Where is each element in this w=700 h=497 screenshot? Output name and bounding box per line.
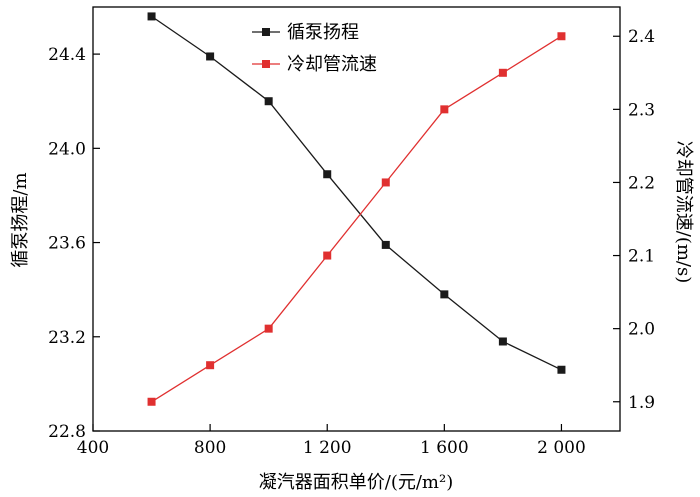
x-tick-label: 400 — [77, 438, 109, 458]
data-point-flow-velocity — [557, 32, 566, 41]
legend-marker-pump-head — [262, 28, 270, 36]
series-line-pump-head — [151, 15, 562, 371]
x-tick-label: 2 000 — [537, 438, 586, 458]
left-y-axis: 22.8 23.2 23.6 24.0 24.4 — [48, 45, 100, 442]
data-point-pump-head — [264, 97, 273, 106]
data-point-flow-velocity — [206, 361, 215, 370]
legend-marker-flow-velocity — [262, 60, 270, 68]
right-y-tick-label: 2.4 — [628, 27, 655, 47]
data-point-pump-head — [440, 290, 449, 299]
data-point-flow-velocity — [440, 105, 449, 114]
right-y-tick-label: 2.0 — [628, 320, 655, 340]
plot-frame — [92, 6, 621, 432]
data-point-pump-head — [323, 170, 332, 179]
legend: 循泵扬程 冷却管流速 — [252, 22, 377, 75]
data-point-pump-head — [381, 240, 390, 249]
data-point-flow-velocity — [264, 324, 273, 333]
right-y-tick-label: 2.3 — [628, 100, 655, 120]
left-y-tick-label: 23.2 — [48, 328, 86, 348]
data-point-pump-head — [557, 365, 566, 374]
data-point-flow-velocity — [147, 397, 156, 406]
x-axis-title: 凝汽器面积单价/(元/m²) — [259, 472, 453, 493]
right-y-tick-label: 2.2 — [628, 173, 655, 193]
legend-label-pump-head: 循泵扬程 — [287, 22, 359, 43]
left-y-tick-label: 24.4 — [48, 45, 86, 65]
x-tick-label: 1 600 — [420, 438, 469, 458]
data-point-flow-velocity — [323, 251, 332, 260]
right-y-axis-title: 冷却管流速/(m/s) — [673, 141, 694, 283]
series-line-flow-velocity — [151, 35, 562, 403]
data-point-pump-head — [206, 52, 215, 61]
right-y-axis: 1.9 2.0 2.1 2.2 2.3 2.4 — [613, 27, 655, 413]
right-y-tick-label: 2.1 — [628, 247, 655, 267]
left-y-tick-label: 22.8 — [48, 422, 86, 442]
left-y-tick-label: 24.0 — [48, 139, 86, 159]
data-point-pump-head — [147, 12, 156, 21]
x-axis: 400 800 1 200 1 600 2 000 — [77, 424, 586, 458]
series-layer — [147, 12, 566, 406]
x-tick-label: 800 — [194, 438, 226, 458]
data-point-flow-velocity — [498, 68, 507, 77]
data-point-flow-velocity — [381, 178, 390, 187]
right-y-tick-label: 1.9 — [628, 393, 655, 413]
data-point-pump-head — [498, 337, 507, 346]
legend-label-flow-velocity: 冷却管流速 — [287, 54, 377, 75]
x-tick-label: 1 200 — [303, 438, 352, 458]
left-y-tick-label: 23.6 — [48, 234, 86, 254]
left-y-axis-title: 循泵扬程/m — [10, 172, 31, 267]
